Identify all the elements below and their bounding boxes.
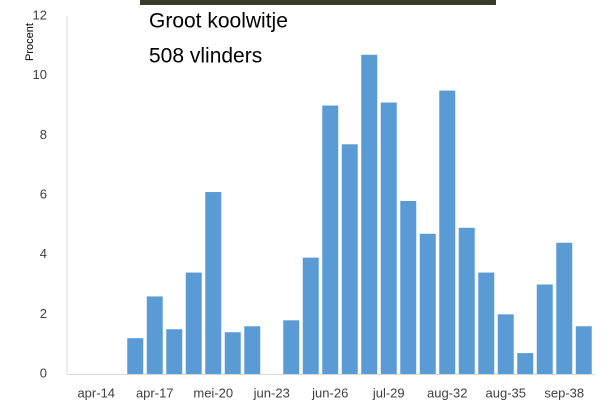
- bar: [498, 314, 514, 374]
- x-tick-label: sep-38: [544, 385, 584, 400]
- bar: [537, 285, 553, 375]
- y-tick-label: 4: [40, 246, 47, 261]
- bar: [381, 103, 397, 374]
- bar: [205, 192, 221, 374]
- x-tick-label: mei-20: [193, 385, 233, 400]
- y-axis-label: Procent: [24, 23, 36, 61]
- bar: [439, 91, 455, 374]
- bar: [478, 273, 494, 374]
- bar: [303, 258, 319, 374]
- x-tick-label: apr-17: [136, 385, 174, 400]
- x-tick-label: aug-35: [486, 385, 526, 400]
- bar: [147, 296, 163, 374]
- y-tick-label: 2: [40, 306, 47, 321]
- bar: [342, 144, 358, 374]
- chart-subtitle: 508 vlinders: [149, 45, 262, 68]
- bar: [283, 320, 299, 374]
- bar: [400, 201, 416, 374]
- bar: [166, 329, 182, 374]
- x-tick-label: jun-26: [311, 385, 348, 400]
- y-tick-label: 0: [40, 365, 47, 380]
- y-tick-label: 12: [33, 7, 47, 22]
- bar: [361, 55, 377, 374]
- bar: [420, 234, 436, 374]
- bar: [244, 326, 260, 374]
- x-tick-label: jul-29: [372, 385, 405, 400]
- photo-strip: [140, 0, 496, 5]
- bar: [186, 273, 202, 374]
- bar: [127, 338, 143, 374]
- y-tick-label: 6: [40, 186, 47, 201]
- x-tick-label: apr-14: [77, 385, 115, 400]
- y-tick-label: 8: [40, 127, 47, 142]
- bar: [576, 326, 592, 374]
- bar: [225, 332, 241, 374]
- bar: [556, 243, 572, 374]
- x-tick-label: aug-32: [427, 385, 467, 400]
- bar: [459, 228, 475, 374]
- chart-title: Groot koolwitje: [149, 10, 288, 33]
- x-tick-label: jun-23: [253, 385, 290, 400]
- bar: [322, 106, 338, 375]
- chart: Procent Groot koolwitje 508 vlinders 0 2 4…: [0, 0, 615, 407]
- bar: [517, 353, 533, 374]
- y-tick-label: 10: [33, 67, 47, 82]
